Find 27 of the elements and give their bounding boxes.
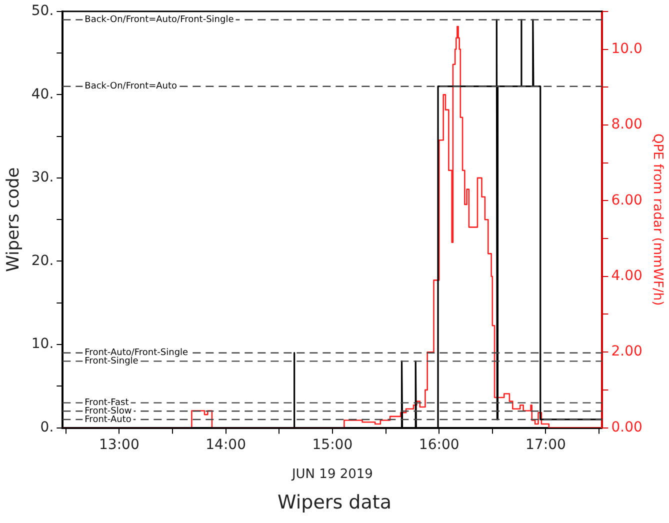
- y2-tick-label: 8.00: [611, 116, 642, 133]
- ref-line-label: Back-On/Front=Auto: [84, 82, 178, 92]
- y2-tick-label: 10.0: [611, 40, 642, 57]
- ref-line-label: Front-Single: [84, 356, 139, 367]
- x-tick-label: 13:00: [99, 436, 140, 453]
- text: Wipers data: [278, 492, 392, 514]
- x-tick-label: 14:00: [206, 436, 246, 453]
- ref-line-label: Back-On/Front=Auto/Front-Single: [84, 15, 234, 26]
- y2-axis-title: QPE from radar (mmWF/h): [650, 133, 665, 306]
- ref-line-label: Front-Auto/Front-Single: [84, 348, 189, 358]
- y-tick-label: 10.: [31, 336, 54, 352]
- x-tick-label: 15:00: [312, 436, 353, 453]
- y-tick-label: 30.: [31, 170, 54, 186]
- y-tick-label: 40.: [31, 86, 54, 102]
- ref-line-label: Front-Auto: [84, 414, 132, 425]
- y-axis-title: Wipers code: [4, 167, 24, 272]
- y2-tick-label: 4.00: [611, 268, 642, 284]
- y-tick-label: 0.: [40, 419, 54, 436]
- y2-tick-label: 6.00: [611, 192, 642, 208]
- y-tick-label: 20.: [31, 252, 54, 269]
- ref-line-label: Front-Slow: [84, 406, 132, 416]
- x-tick-label: 16:00: [418, 436, 460, 453]
- y-tick-label: 50.: [31, 3, 54, 20]
- y2-tick-label: 0.00: [611, 419, 642, 436]
- x-tick-label: 17:00: [526, 436, 566, 453]
- y2-tick-label: 2.00: [611, 344, 642, 360]
- x-axis-title: JUN 19 2019: [290, 466, 373, 482]
